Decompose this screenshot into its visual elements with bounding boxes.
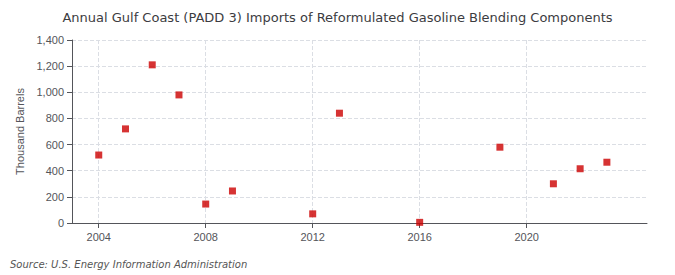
svg-text:2016: 2016	[407, 231, 431, 243]
svg-text:2012: 2012	[300, 231, 324, 243]
svg-text:2008: 2008	[193, 231, 217, 243]
svg-text:Source: U.S. Energy Informatio: Source: U.S. Energy Information Administ…	[10, 259, 247, 270]
svg-text:Thousand Barrels: Thousand Barrels	[14, 88, 26, 175]
svg-text:0: 0	[58, 217, 64, 229]
svg-text:400: 400	[46, 165, 64, 177]
svg-text:2020: 2020	[514, 231, 538, 243]
svg-text:Annual Gulf Coast (PADD 3) Imp: Annual Gulf Coast (PADD 3) Imports of Re…	[62, 10, 612, 25]
svg-text:200: 200	[46, 191, 64, 203]
svg-text:1,200: 1,200	[36, 60, 64, 72]
svg-text:800: 800	[46, 112, 64, 124]
svg-text:1,000: 1,000	[36, 86, 64, 98]
svg-text:1,400: 1,400	[36, 34, 64, 46]
svg-text:600: 600	[46, 139, 64, 151]
svg-text:2004: 2004	[87, 231, 111, 243]
